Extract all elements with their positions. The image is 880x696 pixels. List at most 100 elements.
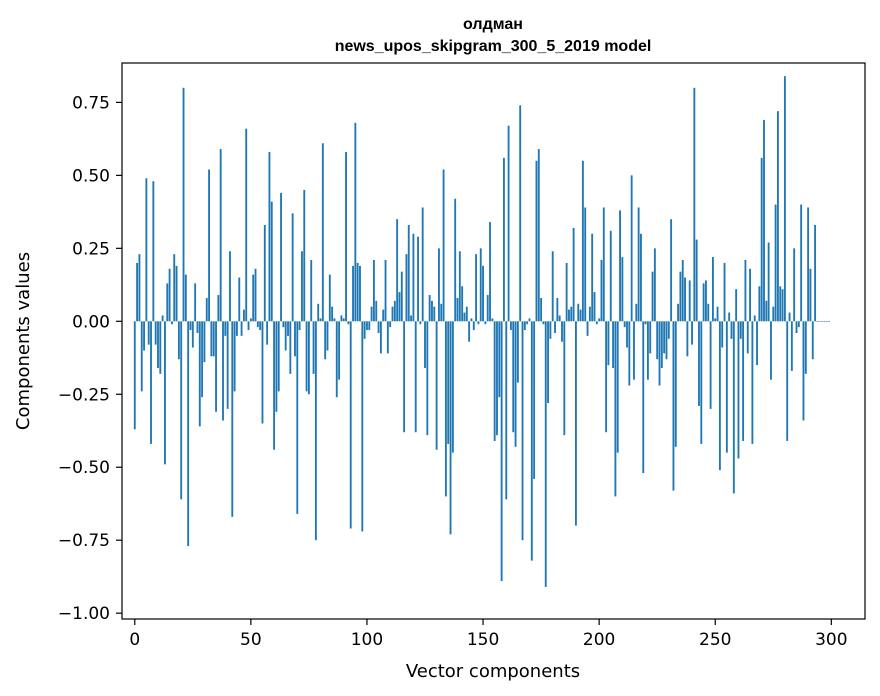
bar-280 xyxy=(783,76,786,322)
bar-20 xyxy=(180,321,183,500)
bar-89 xyxy=(340,315,343,322)
bar-135 xyxy=(447,321,450,444)
bar-175 xyxy=(540,297,543,322)
bar-243 xyxy=(698,321,700,406)
bar-151 xyxy=(484,321,487,325)
bar-4 xyxy=(143,321,145,351)
bar-142 xyxy=(463,312,466,322)
bar-39 xyxy=(224,321,227,336)
bar-205 xyxy=(609,230,612,322)
bar-209 xyxy=(619,210,621,322)
bar-85 xyxy=(331,306,334,322)
bar-124 xyxy=(421,207,424,322)
bar-83 xyxy=(326,321,329,351)
bar-171 xyxy=(530,321,533,561)
bar-7 xyxy=(150,321,152,444)
bar-264 xyxy=(746,321,749,354)
bar-47 xyxy=(242,309,245,322)
bar-258 xyxy=(732,321,735,494)
bar-33 xyxy=(210,321,213,357)
bar-239 xyxy=(688,280,691,322)
chart-title-line-1: олдман xyxy=(463,16,523,33)
bar-237 xyxy=(684,277,686,322)
bar-150 xyxy=(482,265,484,322)
x-tick-label: 0 xyxy=(129,630,140,650)
bar-204 xyxy=(607,321,610,366)
bar-64 xyxy=(282,321,285,328)
bar-260 xyxy=(737,321,740,459)
bar-179 xyxy=(549,321,552,339)
bar-262 xyxy=(742,321,745,441)
bar-75 xyxy=(307,321,310,395)
bar-155 xyxy=(493,321,496,441)
bar-295 xyxy=(818,321,821,322)
bar-131 xyxy=(438,248,440,322)
bar-273 xyxy=(767,242,770,322)
bar-43 xyxy=(233,321,236,392)
bar-212 xyxy=(626,321,628,348)
bar-265 xyxy=(749,268,751,322)
bar-59 xyxy=(270,201,273,322)
bar-181 xyxy=(554,321,556,333)
bar-141 xyxy=(461,286,464,322)
bar-157 xyxy=(498,321,501,398)
bar-230 xyxy=(667,321,670,339)
bar-58 xyxy=(268,152,271,322)
bar-22 xyxy=(184,274,187,322)
bar-244 xyxy=(700,321,703,444)
bar-8 xyxy=(152,181,155,322)
x-tick-label: 200 xyxy=(583,630,615,650)
bar-190 xyxy=(575,321,577,526)
bar-250 xyxy=(714,318,717,322)
bar-294 xyxy=(816,321,819,322)
bar-62 xyxy=(277,321,280,392)
bar-98 xyxy=(361,321,364,532)
bar-240 xyxy=(691,321,693,345)
bar-255 xyxy=(725,321,728,453)
bar-297 xyxy=(823,321,826,322)
bar-191 xyxy=(577,303,580,322)
bar-9 xyxy=(154,321,157,345)
bar-218 xyxy=(640,233,642,322)
bar-103 xyxy=(372,260,375,322)
bar-211 xyxy=(623,321,626,328)
bar-130 xyxy=(435,321,438,450)
bar-74 xyxy=(305,321,308,392)
bar-241 xyxy=(693,87,696,322)
bar-201 xyxy=(600,260,603,322)
bar-163 xyxy=(512,321,515,433)
bar-67 xyxy=(289,321,292,374)
bar-257 xyxy=(730,321,733,339)
bar-12 xyxy=(161,315,164,322)
bar-5 xyxy=(145,178,148,322)
bar-88 xyxy=(338,321,341,380)
bar-268 xyxy=(756,321,758,366)
y-tick-label: 0.00 xyxy=(72,312,110,332)
bar-19 xyxy=(177,321,180,360)
bar-108 xyxy=(384,260,387,322)
bar-100 xyxy=(366,321,368,331)
bar-235 xyxy=(679,271,682,322)
bar-77 xyxy=(312,321,315,374)
bar-290 xyxy=(807,207,810,322)
bar-184 xyxy=(561,321,563,342)
bar-69 xyxy=(294,321,296,357)
bar-81 xyxy=(321,143,324,322)
bar-284 xyxy=(793,248,796,322)
bar-119 xyxy=(410,315,412,322)
x-axis-ticks: 0 50 100 150 200 250 300 xyxy=(129,619,848,650)
bar-177 xyxy=(544,321,547,587)
bar-275 xyxy=(772,306,775,322)
bar-54 xyxy=(259,321,262,331)
bar-185 xyxy=(563,321,566,436)
bar-144 xyxy=(468,321,471,342)
bar-120 xyxy=(412,233,415,322)
bar-159 xyxy=(503,157,505,322)
bar-61 xyxy=(275,321,278,412)
bar-242 xyxy=(695,239,698,322)
bar-91 xyxy=(345,152,347,322)
bar-282 xyxy=(788,312,791,322)
bar-28 xyxy=(198,321,201,427)
bar-183 xyxy=(558,315,561,322)
